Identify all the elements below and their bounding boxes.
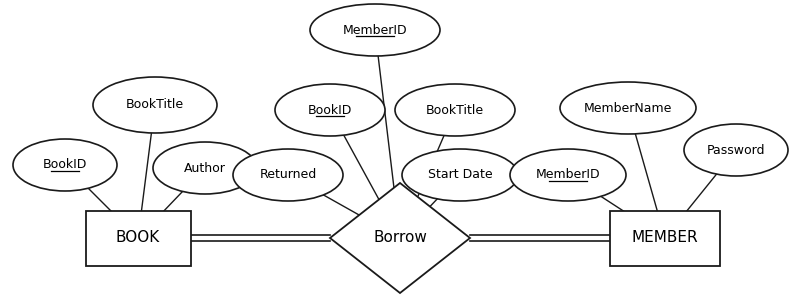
Text: MemberName: MemberName [584, 102, 672, 115]
Text: BookTitle: BookTitle [426, 103, 484, 116]
Ellipse shape [684, 124, 788, 176]
Text: MemberID: MemberID [535, 168, 600, 181]
Text: BookTitle: BookTitle [126, 98, 184, 112]
Text: BOOK: BOOK [116, 230, 160, 246]
Bar [85, 210, 190, 265]
Ellipse shape [560, 82, 696, 134]
Text: Author: Author [184, 161, 226, 174]
Ellipse shape [310, 4, 440, 56]
Ellipse shape [395, 84, 515, 136]
Ellipse shape [402, 149, 518, 201]
Polygon shape [330, 183, 470, 293]
Ellipse shape [93, 77, 217, 133]
Text: MEMBER: MEMBER [632, 230, 698, 246]
Ellipse shape [510, 149, 626, 201]
Ellipse shape [275, 84, 385, 136]
Text: Borrow: Borrow [373, 230, 427, 246]
Ellipse shape [153, 142, 257, 194]
Ellipse shape [233, 149, 343, 201]
Bar [610, 210, 720, 265]
Text: MemberID: MemberID [343, 23, 407, 36]
Text: Returned: Returned [260, 168, 316, 181]
Text: BookID: BookID [43, 158, 87, 171]
Ellipse shape [13, 139, 117, 191]
Text: Start Date: Start Date [427, 168, 492, 181]
Text: Password: Password [707, 143, 765, 157]
Text: BookID: BookID [308, 103, 352, 116]
